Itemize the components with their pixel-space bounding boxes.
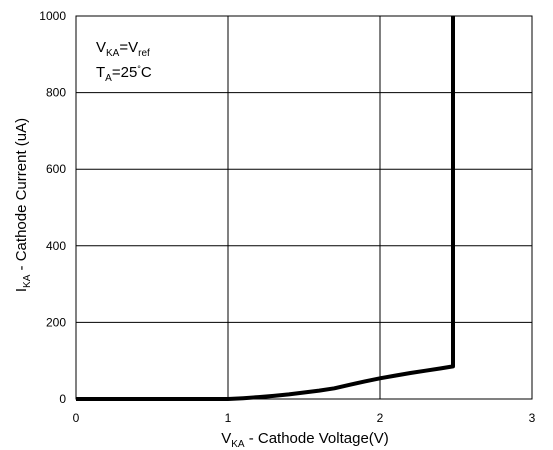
annotation-line-2: TA=25°C — [96, 64, 152, 84]
grid-lines — [76, 16, 532, 399]
x-tick-label: 3 — [529, 411, 536, 425]
y-tick-label: 800 — [46, 86, 66, 100]
x-tick-label: 1 — [225, 411, 232, 425]
y-tick-label: 0 — [59, 392, 66, 406]
y-tick-label: 200 — [46, 315, 66, 329]
x-tick-label: 2 — [377, 411, 384, 425]
y-tick-label: 600 — [46, 162, 66, 176]
series-line — [76, 16, 455, 401]
x-axis-title: VKA - Cathode Voltage(V) — [221, 430, 389, 450]
y-tick-label: 400 — [46, 239, 66, 253]
y-tick-label: 1000 — [39, 9, 66, 23]
x-tick-label: 0 — [73, 411, 80, 425]
annotation-line-1: VKA=Vref — [96, 39, 150, 59]
plot-frame — [75, 15, 533, 400]
y-axis-title: IKA - Cathode Current (uA) — [13, 118, 33, 292]
tick-labels: 0 1 2 3 0 200 400 600 800 1000 — [39, 9, 535, 425]
